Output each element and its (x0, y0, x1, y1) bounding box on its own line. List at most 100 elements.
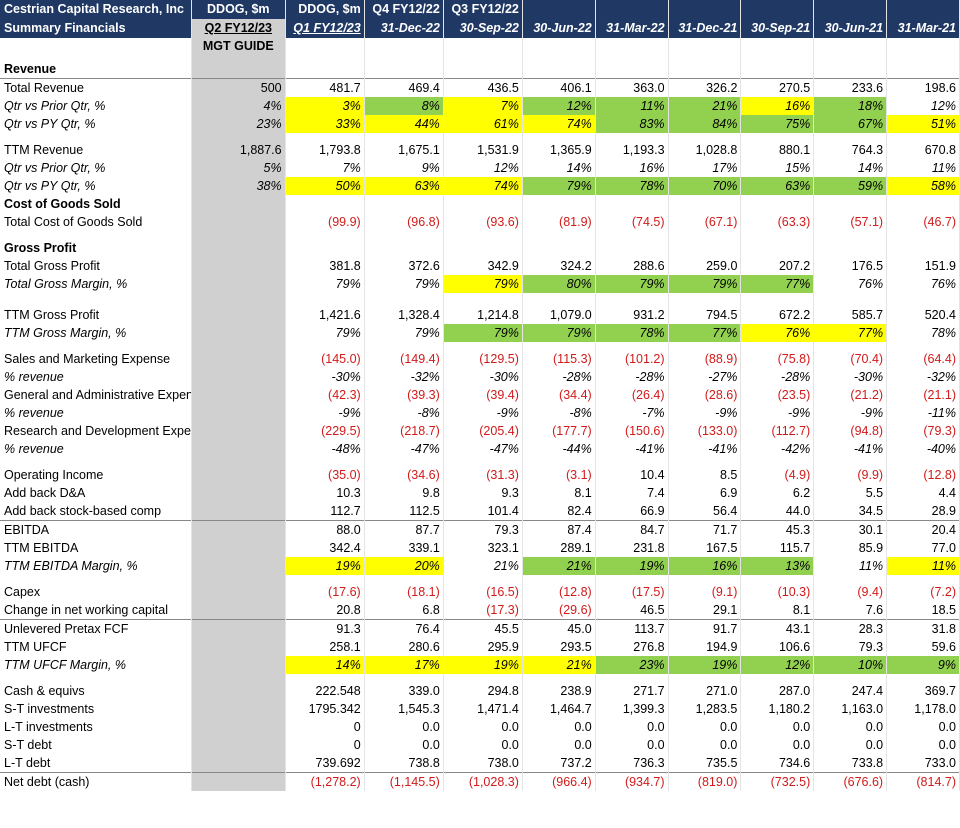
blank-cell (886, 195, 960, 213)
value-cell: 0.0 (668, 736, 742, 754)
value-cell: (1,278.2) (285, 772, 365, 791)
blank-cell (522, 674, 596, 682)
value-cell: (21.1) (886, 386, 960, 404)
value-cell: 6.9 (668, 484, 742, 502)
value-cell: 0.0 (668, 718, 742, 736)
value-cell: 79% (364, 275, 444, 293)
row-label: Research and Development Expense (0, 422, 192, 440)
row-label: TTM EBITDA (0, 539, 192, 557)
blank-cell (740, 133, 815, 141)
value-cell: 500 (191, 78, 286, 97)
row-label: Qtr vs Prior Qtr, % (0, 97, 192, 115)
value-cell: 61% (443, 115, 523, 133)
table-row: Qtr vs PY Qtr, % 23% 33% 44% 61% 74% 83% 84% 75%… (0, 115, 960, 133)
value-cell: 87.7 (364, 520, 444, 539)
table-row: Cash & equivs 222.548 339.0 294.8 238.9 271.7… (0, 682, 960, 700)
value-cell: 19% (668, 656, 742, 674)
value-cell: 1,214.8 (443, 306, 523, 324)
value-cell: 0.0 (595, 718, 669, 736)
blank-cell (522, 195, 596, 213)
value-cell: 11% (595, 97, 669, 115)
value-cell: 194.9 (668, 638, 742, 656)
value-cell: 406.1 (522, 78, 596, 97)
value-cell: (74.5) (595, 213, 669, 231)
table-row: TTM Gross Profit 1,421.6 1,328.4 1,214.8 1,0… (0, 306, 960, 324)
value-cell (191, 656, 286, 674)
value-cell: 84% (668, 115, 742, 133)
value-cell: 43.1 (740, 619, 815, 638)
spacer-row (0, 293, 960, 306)
value-cell: 101.4 (443, 502, 523, 521)
value-cell: 1,079.0 (522, 306, 596, 324)
value-cell: 11% (886, 159, 960, 177)
blank-cell (886, 231, 960, 239)
blank-cell (668, 195, 742, 213)
value-cell: (112.7) (740, 422, 815, 440)
value-cell: 18% (813, 97, 888, 115)
row-label: % revenue (0, 404, 192, 422)
blank-cell (0, 38, 192, 60)
blank-cell (595, 231, 669, 239)
column-header-top (740, 0, 815, 19)
blank-cell (0, 674, 192, 682)
value-cell: (39.4) (443, 386, 523, 404)
value-cell: 28.9 (886, 502, 960, 521)
value-cell: 1,178.0 (886, 700, 960, 718)
value-cell: 75% (740, 115, 815, 133)
blank-cell (285, 674, 365, 682)
value-cell: 1,531.9 (443, 141, 523, 159)
value-cell: -41% (595, 440, 669, 458)
value-cell (191, 638, 286, 656)
blank-cell (364, 133, 444, 141)
value-cell: 271.7 (595, 682, 669, 700)
value-cell: 76% (740, 324, 815, 342)
value-cell: 34.5 (813, 502, 888, 521)
value-cell: -8% (364, 404, 444, 422)
value-cell: 46.5 (595, 601, 669, 620)
value-cell: 294.8 (443, 682, 523, 700)
value-cell: 287.0 (740, 682, 815, 700)
value-cell: 77% (740, 275, 815, 293)
value-cell: 339.1 (364, 539, 444, 557)
value-cell: 381.8 (285, 257, 365, 275)
value-cell: 295.9 (443, 638, 523, 656)
blank-cell (740, 231, 815, 239)
value-cell: 20.4 (886, 520, 960, 539)
value-cell: (42.3) (285, 386, 365, 404)
blank-cell (522, 342, 596, 350)
blank-cell (364, 60, 444, 79)
table-row: Add back D&A 10.3 9.8 9.3 8.1 7.4 6.9 6.2 5.5 4.4 (0, 484, 960, 502)
value-cell: 0.0 (813, 718, 888, 736)
value-cell: (46.7) (886, 213, 960, 231)
value-cell: 1,421.6 (285, 306, 365, 324)
table-row: % revenue -48% -47% -47% -44% -41% -41% -42% -41… (0, 440, 960, 458)
table-row: S-T investments 1795.342 1,545.3 1,471.4 1,4… (0, 700, 960, 718)
value-cell: 78% (595, 177, 669, 195)
value-cell: 7.4 (595, 484, 669, 502)
value-cell: 79% (364, 324, 444, 342)
blank-cell (0, 231, 192, 239)
value-cell: 880.1 (740, 141, 815, 159)
blank-cell (522, 60, 596, 79)
blank-cell (443, 239, 523, 257)
row-label: Sales and Marketing Expense (0, 350, 192, 368)
blank-cell (595, 458, 669, 466)
value-cell: (7.2) (886, 583, 960, 601)
value-cell: (99.9) (285, 213, 365, 231)
value-cell: 91.7 (668, 619, 742, 638)
row-label: TTM Gross Profit (0, 306, 192, 324)
value-cell: (145.0) (285, 350, 365, 368)
blank-cell (191, 293, 286, 306)
table-row: Research and Development Expense (229.5)(… (0, 422, 960, 440)
value-cell: (10.3) (740, 583, 815, 601)
value-cell: 28.3 (813, 619, 888, 638)
value-cell: 51% (886, 115, 960, 133)
blank-cell (191, 458, 286, 466)
value-cell: (88.9) (668, 350, 742, 368)
row-label: Total Gross Profit (0, 257, 192, 275)
value-cell: 735.5 (668, 754, 742, 773)
value-cell: 1,471.4 (443, 700, 523, 718)
blank-cell (364, 38, 444, 60)
blank-cell (595, 293, 669, 306)
value-cell: 79.3 (813, 638, 888, 656)
